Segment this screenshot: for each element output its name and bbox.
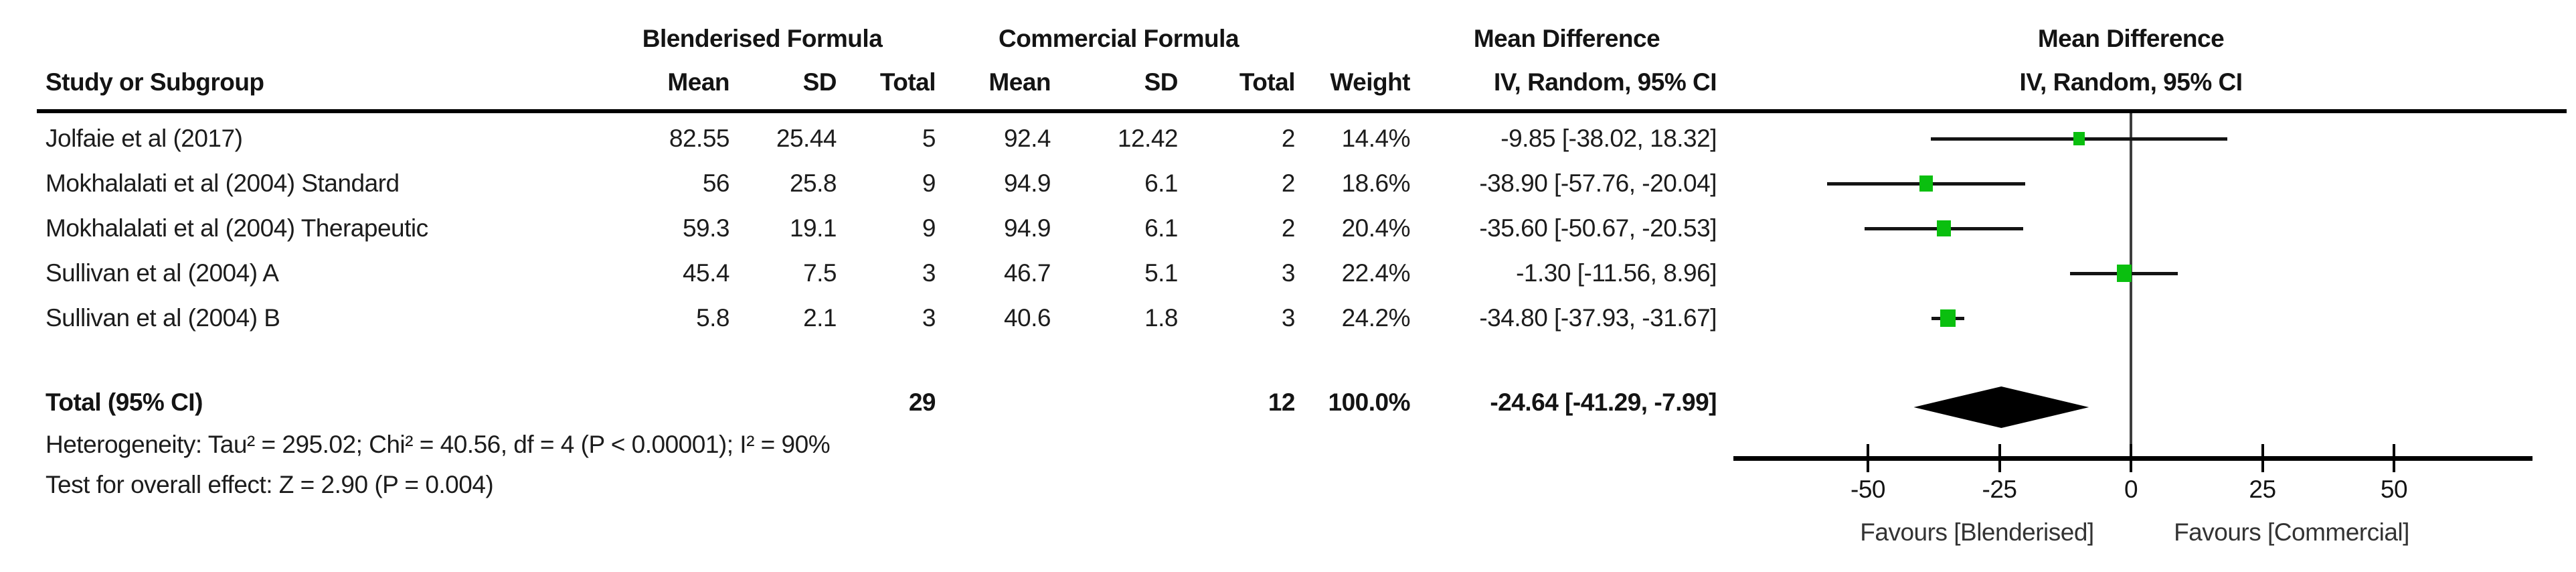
ci-plot-column-header: IV, Random, 95% CI (2019, 68, 2243, 96)
tick-label: -25 (1982, 476, 2017, 503)
zero-reference-line (2130, 113, 2132, 458)
overall-effect-note: Test for overall effect: Z = 2.90 (P = 0… (46, 471, 494, 498)
column-header-row: Study or Subgroup Mean SD Total Mean SD … (0, 65, 2576, 100)
weight-value: 24.2% (1341, 304, 1411, 332)
mean-difference-text-header: Mean Difference (1473, 25, 1660, 52)
ctrl-sd: 5.1 (1144, 259, 1178, 287)
effect-marker (2116, 265, 2132, 282)
ctrl-sd: 6.1 (1144, 214, 1178, 242)
study-name: Sullivan et al (2004) B (46, 304, 280, 332)
exp-sd-column-header: SD (802, 68, 837, 96)
total-label: Total (95% CI) (46, 388, 203, 416)
ctrl-sd-column-header: SD (1144, 68, 1179, 96)
exp-mean: 56 (702, 169, 730, 197)
ctrl-total: 2 (1281, 169, 1296, 197)
exp-total: 9 (922, 169, 936, 197)
exp-sd: 2.1 (803, 304, 837, 332)
exp-total: 5 (922, 125, 936, 152)
exp-mean: 82.55 (669, 125, 730, 152)
exp-mean: 59.3 (682, 214, 730, 242)
weight-column-header: Weight (1330, 68, 1410, 96)
ci-text: -9.85 [-38.02, 18.32] (1500, 125, 1717, 152)
weight-value: 14.4% (1341, 125, 1411, 152)
tick-mark (1867, 444, 1869, 472)
exp-total: 9 (922, 214, 936, 242)
mean-difference-plot-header: Mean Difference (2037, 25, 2225, 52)
exp-sd: 7.5 (803, 259, 837, 287)
total-exp-n: 29 (908, 388, 936, 416)
exp-total-column-header: Total (879, 68, 936, 96)
experimental-group-header: Blenderised Formula (642, 25, 883, 52)
ci-text: -35.60 [-50.67, -20.53] (1479, 214, 1717, 242)
effect-marker (2073, 131, 2085, 146)
exp-mean-column-header: Mean (667, 68, 729, 96)
favours-left-label: Favours [Blenderised] (1860, 518, 2094, 546)
effect-marker (1919, 175, 1934, 192)
tick-mark (2261, 444, 2264, 472)
exp-sd: 25.8 (789, 169, 837, 197)
ctrl-mean: 92.4 (1003, 125, 1051, 152)
exp-total: 3 (922, 304, 936, 332)
ci-text: -38.90 [-57.76, -20.04] (1479, 169, 1717, 197)
tick-mark (2393, 444, 2395, 472)
tick-label: 50 (2380, 476, 2408, 503)
ctrl-sd: 6.1 (1144, 169, 1178, 197)
ci-text: -34.80 [-37.93, -31.67] (1479, 304, 1717, 332)
exp-mean: 5.8 (696, 304, 729, 332)
study-name: Mokhalalati et al (2004) Standard (46, 169, 400, 197)
tick-label: 0 (2124, 476, 2138, 503)
group-header-row: Blenderised Formula Commercial Formula M… (0, 21, 2576, 56)
study-name: Mokhalalati et al (2004) Therapeutic (46, 214, 428, 242)
favours-right-label: Favours [Commercial] (2174, 518, 2409, 546)
ci-column-header: IV, Random, 95% CI (1493, 68, 1717, 96)
table-row: Sullivan et al (2004) B 5.8 2.1 3 40.6 1… (0, 301, 2576, 336)
ctrl-mean: 40.6 (1003, 304, 1051, 332)
tick-mark (2130, 444, 2132, 472)
exp-total: 3 (922, 259, 936, 287)
effect-marker (1936, 220, 1951, 237)
table-row: Jolfaie et al (2017) 82.55 25.44 5 92.4 … (0, 121, 2576, 156)
table-row: Mokhalalati et al (2004) Standard 56 25.… (0, 166, 2576, 201)
ctrl-mean: 94.9 (1003, 169, 1051, 197)
weight-value: 22.4% (1341, 259, 1411, 287)
exp-sd: 25.44 (776, 125, 837, 152)
heterogeneity-note: Heterogeneity: Tau² = 295.02; Chi² = 40.… (46, 431, 831, 458)
study-name: Sullivan et al (2004) A (46, 259, 279, 287)
tick-mark (1998, 444, 2001, 472)
exp-sd: 19.1 (789, 214, 837, 242)
ctrl-sd: 1.8 (1144, 304, 1178, 332)
tick-label: -50 (1851, 476, 1885, 503)
ctrl-total: 2 (1281, 125, 1296, 152)
ctrl-total: 3 (1281, 259, 1296, 287)
tick-label: 25 (2249, 476, 2276, 503)
control-group-header: Commercial Formula (998, 25, 1239, 52)
ctrl-total-column-header: Total (1239, 68, 1296, 96)
total-ctrl-n: 12 (1268, 388, 1296, 416)
exp-mean: 45.4 (682, 259, 730, 287)
table-row: Sullivan et al (2004) A 45.4 7.5 3 46.7 … (0, 256, 2576, 291)
ctrl-mean-column-header: Mean (989, 68, 1051, 96)
total-ci-text: -24.64 [-41.29, -7.99] (1490, 388, 1717, 416)
effect-marker (1940, 309, 1956, 328)
ci-text: -1.30 [-11.56, 8.96] (1516, 259, 1717, 287)
total-row: Total (95% CI) 29 12 100.0% -24.64 [-41.… (0, 385, 2576, 420)
ctrl-total: 3 (1281, 304, 1296, 332)
total-weight: 100.0% (1328, 388, 1411, 416)
weight-value: 20.4% (1341, 214, 1411, 242)
table-row: Mokhalalati et al (2004) Therapeutic 59.… (0, 211, 2576, 246)
ctrl-sd: 12.42 (1117, 125, 1179, 152)
study-column-header: Study or Subgroup (46, 68, 264, 96)
ctrl-total: 2 (1281, 214, 1296, 242)
weight-value: 18.6% (1341, 169, 1411, 197)
header-rule (37, 109, 2567, 113)
x-axis (1733, 456, 2532, 461)
study-name: Jolfaie et al (2017) (46, 125, 243, 152)
ctrl-mean: 94.9 (1003, 214, 1051, 242)
ctrl-mean: 46.7 (1003, 259, 1051, 287)
